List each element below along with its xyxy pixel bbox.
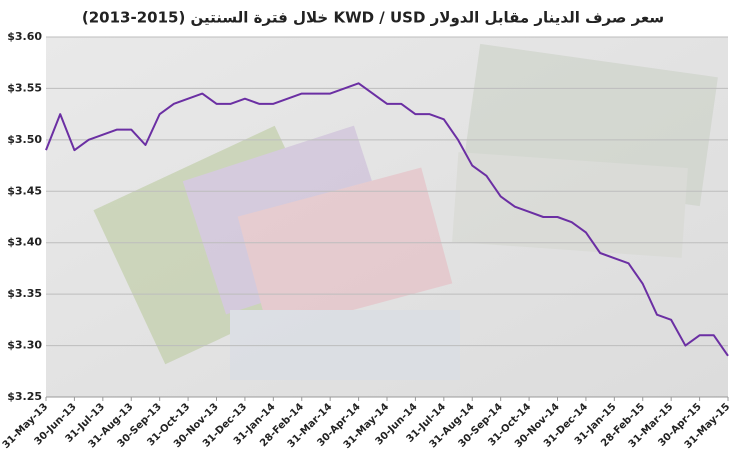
y-tick-label: $3.25 (7, 390, 42, 403)
y-tick-label: $3.60 (7, 30, 42, 43)
y-tick-label: $3.50 (7, 133, 42, 146)
y-tick-label: $3.55 (7, 81, 42, 94)
background-art (93, 43, 718, 380)
y-tick-label: $3.40 (7, 236, 42, 249)
y-tick-label: $3.30 (7, 339, 42, 352)
price-line (45, 82, 729, 357)
chart-title: سعر صرف الدينار مقابل الدولار KWD / USD … (82, 9, 664, 27)
y-tick-label: $3.35 (7, 287, 42, 300)
y-tick-label: $3.45 (7, 184, 42, 197)
